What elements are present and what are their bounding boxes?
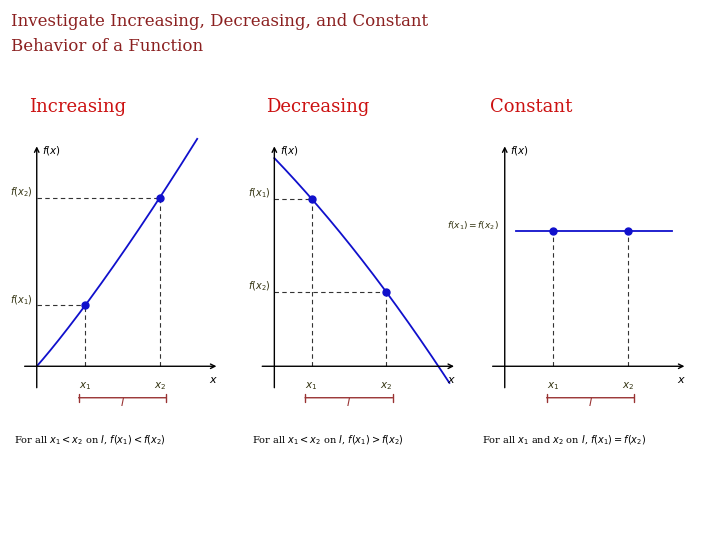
Text: $x_2$: $x_2$ [153, 380, 166, 392]
Text: $f(x_1)$: $f(x_1)$ [11, 293, 33, 307]
Text: $x$: $x$ [678, 375, 686, 385]
Text: $f(x_1) = f(x_2)$: $f(x_1) = f(x_2)$ [447, 219, 499, 232]
Text: $x_1$: $x_1$ [547, 380, 559, 392]
Text: $x$: $x$ [447, 375, 456, 385]
Text: $x$: $x$ [210, 375, 218, 385]
Text: For all $x_1$ and $x_2$ on $I$, $f(x_1) = f(x_2)$: For all $x_1$ and $x_2$ on $I$, $f(x_1) … [482, 433, 647, 447]
Text: $x_2$: $x_2$ [621, 380, 634, 392]
Text: $x_1$: $x_1$ [79, 380, 91, 392]
Text: $f(x)$: $f(x)$ [510, 144, 529, 157]
Text: Behavior of a Function: Behavior of a Function [11, 38, 203, 55]
Text: $I$: $I$ [120, 396, 125, 408]
Text: Investigate Increasing, Decreasing, and Constant: Investigate Increasing, Decreasing, and … [11, 14, 428, 30]
Text: Constant: Constant [490, 98, 572, 116]
Text: $f(x_2)$: $f(x_2)$ [11, 186, 33, 199]
Text: For all $x_1 < x_2$ on $I$, $f(x_1) < f(x_2)$: For all $x_1 < x_2$ on $I$, $f(x_1) < f(… [14, 433, 166, 447]
Text: $I$: $I$ [346, 396, 351, 408]
Text: For all $x_1 < x_2$ on $I$, $f(x_1) > f(x_2)$: For all $x_1 < x_2$ on $I$, $f(x_1) > f(… [252, 433, 404, 447]
Text: $f(x_2)$: $f(x_2)$ [248, 280, 271, 293]
Text: $f(x)$: $f(x)$ [42, 144, 61, 157]
Text: Decreasing: Decreasing [266, 98, 370, 116]
Text: $x_2$: $x_2$ [380, 380, 392, 392]
Text: Increasing: Increasing [29, 98, 126, 116]
Text: $f(x)$: $f(x)$ [280, 144, 299, 157]
Text: $f(x_1)$: $f(x_1)$ [248, 186, 271, 200]
Text: $x_1$: $x_1$ [305, 380, 318, 392]
Text: $I$: $I$ [588, 396, 593, 408]
